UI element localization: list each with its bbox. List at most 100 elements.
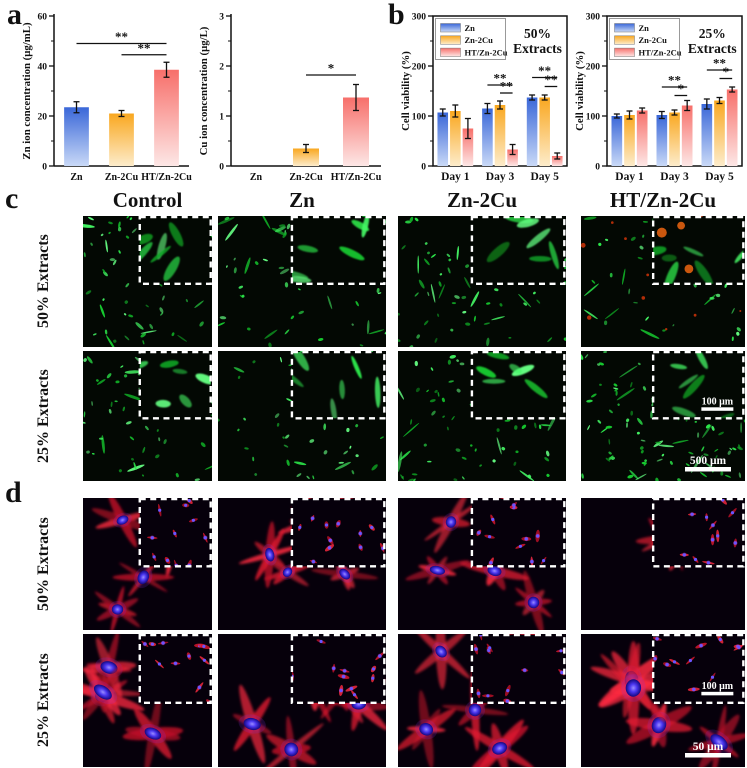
svg-text:Extracts: Extracts [688,41,737,56]
svg-text:HT/Zn-2Cu: HT/Zn-2Cu [639,47,682,57]
micrograph-canvas: 100 μm 50 μm [581,633,747,768]
svg-text:200: 200 [412,62,427,72]
svg-text:Zn-2Cu: Zn-2Cu [465,35,494,45]
panel-d-label: d [5,476,22,509]
svg-text:**: ** [138,40,151,55]
svg-text:3: 3 [219,12,224,22]
svg-text:**: ** [538,63,551,78]
micrograph-canvas [398,488,566,635]
micrograph-live-dead-50-htzn2cu [580,214,745,347]
svg-text:100: 100 [412,112,427,122]
micrograph-canvas [80,350,218,481]
micrograph-live-dead-50-zn [217,212,395,348]
svg-text:**: ** [115,29,128,44]
svg-text:300: 300 [412,12,427,22]
svg-text:1: 1 [219,112,224,122]
svg-text:100: 100 [586,112,601,122]
row-label-c-50-extracts: 50% Extracts [35,234,52,329]
micrograph-live-dead-25-htzn2cu: 100 μm 500 μm [579,350,746,483]
svg-text:Zn: Zn [639,23,650,33]
svg-text:Zn: Zn [70,172,83,183]
micrograph-cytoskeleton-50-control [83,492,212,633]
micrograph-canvas [217,212,395,348]
svg-text:Cu ion concentration (μg/L): Cu ion concentration (μg/L) [198,26,210,155]
micrograph-canvas [75,215,216,351]
column-header-zn2cu: Zn-2Cu [446,188,518,212]
svg-text:20: 20 [38,112,48,122]
svg-text:HT/Zn-2Cu: HT/Zn-2Cu [331,172,382,183]
svg-text:50 μm: 50 μm [693,741,724,753]
chart-cu-ion-concentration: 0 1 2 3 Cu ion concentration (μg/L) Zn Zn-2Cu H… [198,12,382,183]
panel-a-label: a [7,0,22,31]
svg-text:**: ** [494,71,507,86]
column-header-zn: Zn [289,188,315,212]
svg-text:300: 300 [586,12,601,22]
svg-text:*: * [723,64,730,79]
micrograph-cytoskeleton-50-zn [218,486,386,630]
svg-text:60: 60 [38,12,48,22]
micrograph-cytoskeleton-25-zn [218,633,389,768]
panel-c-label: c [5,182,19,215]
svg-text:Zn-2Cu: Zn-2Cu [105,172,139,183]
svg-text:**: ** [500,79,513,94]
micrograph-cytoskeleton-50-htzn2cu [581,497,745,630]
svg-text:Day 5: Day 5 [530,171,559,183]
svg-text:0: 0 [42,162,47,172]
svg-text:50%: 50% [524,26,551,41]
svg-text:Day 1: Day 1 [441,171,470,183]
micrograph-canvas [396,350,566,483]
micrograph-canvas [218,633,389,768]
micrograph-cytoskeleton-25-control [60,631,212,768]
svg-text:**: ** [668,73,681,88]
svg-text:Day 3: Day 3 [486,171,515,183]
micrograph-cytoskeleton-25-htzn2cu: 100 μm 50 μm [581,633,747,768]
svg-text:Cell viability (%): Cell viability (%) [400,51,412,131]
chart-cell-viability-50: 0 100 200 300 Cell viability (%) Day 1 Day 3 Da… [400,12,568,183]
svg-text:Zn ion concentration (μg/mL): Zn ion concentration (μg/mL) [21,22,33,160]
svg-text:HT/Zn-2Cu: HT/Zn-2Cu [141,172,192,183]
row-label-d-50-extracts: 50% Extracts [35,517,52,611]
micrograph-canvas [216,347,386,481]
svg-text:Day 3: Day 3 [660,171,689,183]
svg-text:Zn-2Cu: Zn-2Cu [289,172,323,183]
svg-text:40: 40 [38,62,48,72]
svg-text:**: ** [544,72,557,87]
svg-text:200: 200 [586,62,601,72]
svg-text:Day 1: Day 1 [615,171,644,183]
row-label-c-25-extracts: 25% Extracts [35,369,52,463]
micrograph-canvas [60,631,212,768]
svg-text:Zn-2Cu: Zn-2Cu [639,35,668,45]
micrograph-canvas [396,609,566,768]
svg-text:Zn: Zn [250,172,263,183]
column-header-control: Control [112,188,183,212]
micrograph-canvas [218,486,386,630]
svg-text:0: 0 [219,162,224,172]
svg-text:HT/Zn-2Cu: HT/Zn-2Cu [465,47,508,57]
micrograph-canvas: 100 μm 500 μm [579,350,746,483]
micrograph-cytoskeleton-50-zn2cu [398,488,566,635]
micrograph-live-dead-50-control [75,215,216,351]
svg-text:**: ** [713,56,726,71]
micrograph-canvas [581,497,745,630]
svg-text:25%: 25% [699,26,726,41]
svg-text:*: * [328,61,335,76]
micrograph-cytoskeleton-25-zn2cu [396,609,566,768]
column-header-htzn2cu: HT/Zn-2Cu [609,188,717,212]
svg-text:500 μm: 500 μm [690,455,727,467]
svg-text:*: * [678,81,685,96]
micrograph-canvas [580,214,745,347]
micrograph-live-dead-25-zn [216,347,386,481]
micrograph-canvas [395,215,571,349]
svg-text:Day 5: Day 5 [705,171,734,183]
svg-text:0: 0 [595,162,600,172]
svg-text:100 μm: 100 μm [702,396,734,407]
micrograph-canvas [83,492,212,633]
svg-text:0: 0 [421,162,426,172]
svg-text:Extracts: Extracts [513,41,562,56]
svg-text:Zn: Zn [465,23,476,33]
row-label-d-25-extracts: 25% Extracts [35,653,52,748]
panel-b-label: b [388,0,405,31]
svg-text:2: 2 [219,62,224,72]
svg-text:100 μm: 100 μm [702,681,734,692]
